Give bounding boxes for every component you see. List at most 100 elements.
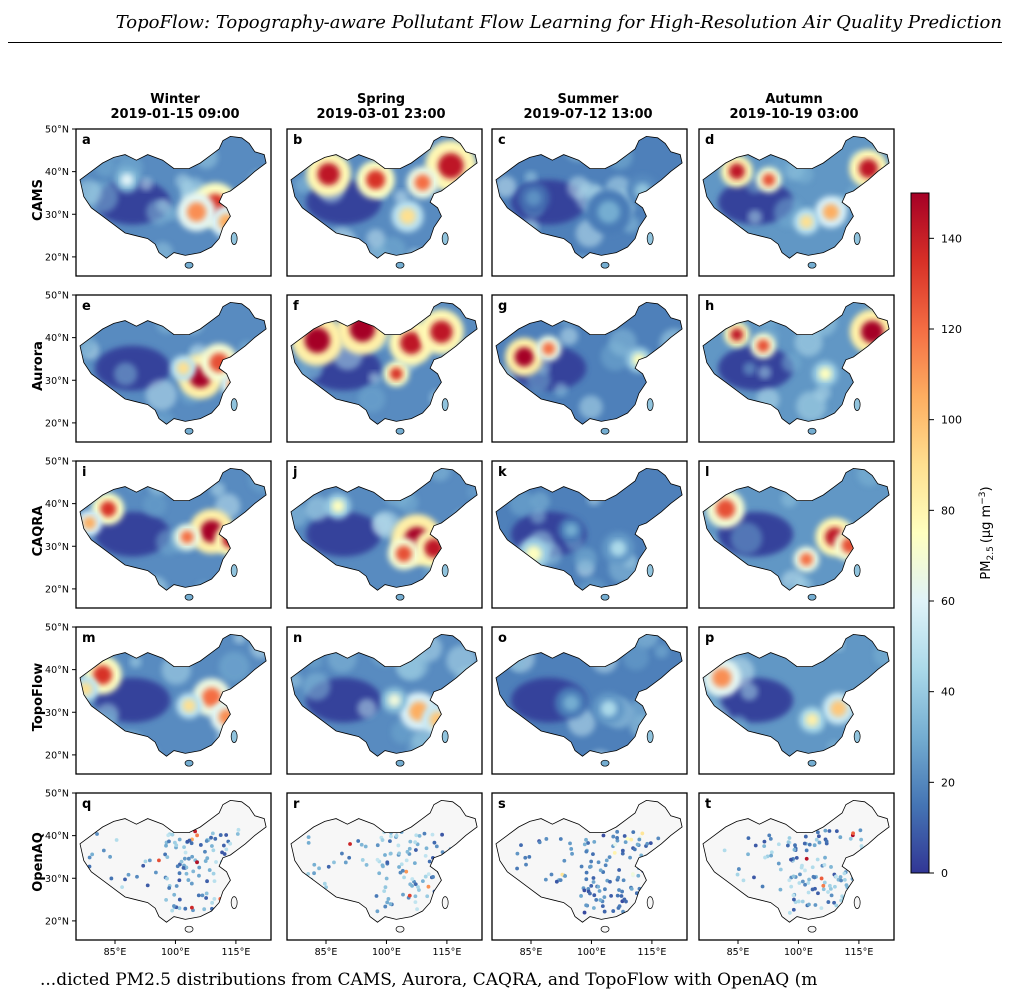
x-tick-label: 100°E [372,947,401,958]
station-dot [791,874,796,879]
station-dot [153,870,158,875]
y-tick-label: 30°N [45,376,69,387]
station-dot [426,872,431,877]
station-dot [803,882,807,887]
island-hainan [395,593,405,601]
panel-letter: h [705,299,714,314]
panel-letter: s [498,797,506,812]
row-labels: CAMS Aurora CAQRA TopoFlow OpenAQ [31,179,46,892]
station-dot [363,844,368,849]
station-dot [167,886,172,890]
station-dot [735,872,740,877]
station-dot [175,864,180,869]
colorbar: 0 20 40 60 80 100 120 140 PM2.5 (μg m−3) [910,192,996,880]
panel-letter: p [705,631,714,646]
map-hotspot [304,327,331,354]
station-dot [235,832,240,836]
map-hotspot [177,361,190,375]
station-dot [410,877,415,881]
station-dot [762,839,767,844]
station-dot [212,879,217,884]
station-dot [189,881,194,886]
station-dot [793,843,797,848]
station-dot [404,869,409,874]
china-outline [702,135,890,259]
panel-letter: t [705,797,711,812]
panel-n: n [286,626,483,775]
map-hotspot [715,499,736,519]
map-texture [553,382,568,397]
station-dot [563,874,568,878]
station-dot [834,874,838,879]
station-dot [584,849,589,854]
panel-r: r [286,792,483,941]
header-rule [8,42,1002,43]
station-dot [588,864,593,869]
station-dot [598,868,603,873]
station-dot [554,879,559,884]
colorbar-tick-label: 60 [941,595,955,608]
station-dot [167,839,171,844]
station-dot [399,862,404,867]
y-tick-label: 20°N [45,750,69,761]
map-hotspot [366,170,386,190]
map-texture [747,209,763,225]
station-dot [210,831,215,836]
china-outline [290,799,478,923]
station-dot [375,909,380,914]
station-dot [145,883,150,888]
map-hotspot [331,499,345,513]
island-hainan [807,427,817,435]
station-dot [603,863,608,868]
map-texture [145,379,177,411]
station-dot [386,897,391,901]
map-hotspot [597,200,620,224]
station-dot [389,834,393,839]
station-dot [374,894,379,898]
station-dot [598,898,603,902]
station-dot [799,865,804,870]
station-dot [413,848,418,852]
station-dot [804,848,809,853]
station-dot [401,892,405,897]
station-dot [407,846,412,851]
station-dot [615,829,620,834]
colorbar-tick-label: 80 [941,504,955,517]
station-dot [620,848,625,853]
china-outline [702,633,890,757]
station-dot [423,853,428,858]
station-dot [397,851,402,856]
station-dot [586,841,590,845]
station-dot [221,843,226,848]
station-dot [166,833,171,838]
china-outline [79,135,267,259]
station-dot [202,907,207,912]
station-dot [184,871,189,876]
island-hainan [184,593,194,601]
station-dot [198,843,203,847]
map-hotspot [414,174,431,191]
island-hainan [184,427,194,435]
station-dot [440,832,444,837]
y-tick-label: 20°N [45,418,69,429]
map-texture [574,547,597,571]
station-dot [736,867,741,871]
station-dot [348,842,352,846]
station-dot [752,875,756,880]
station-dot [417,833,422,838]
station-dot [196,893,201,898]
station-dot [767,833,772,838]
map-texture [466,484,478,500]
station-dot [537,840,542,845]
china-outline [290,467,478,591]
station-dot [629,886,634,891]
station-dot [380,863,385,868]
station-dot [322,881,327,886]
station-dot [569,847,574,851]
island-taiwan [646,232,654,245]
map-hotspot [600,700,617,717]
island-taiwan [441,232,449,245]
colorbar-tick-label: 40 [941,686,955,699]
map-texture [530,491,550,512]
y-tick-label: 30°N [45,542,69,553]
